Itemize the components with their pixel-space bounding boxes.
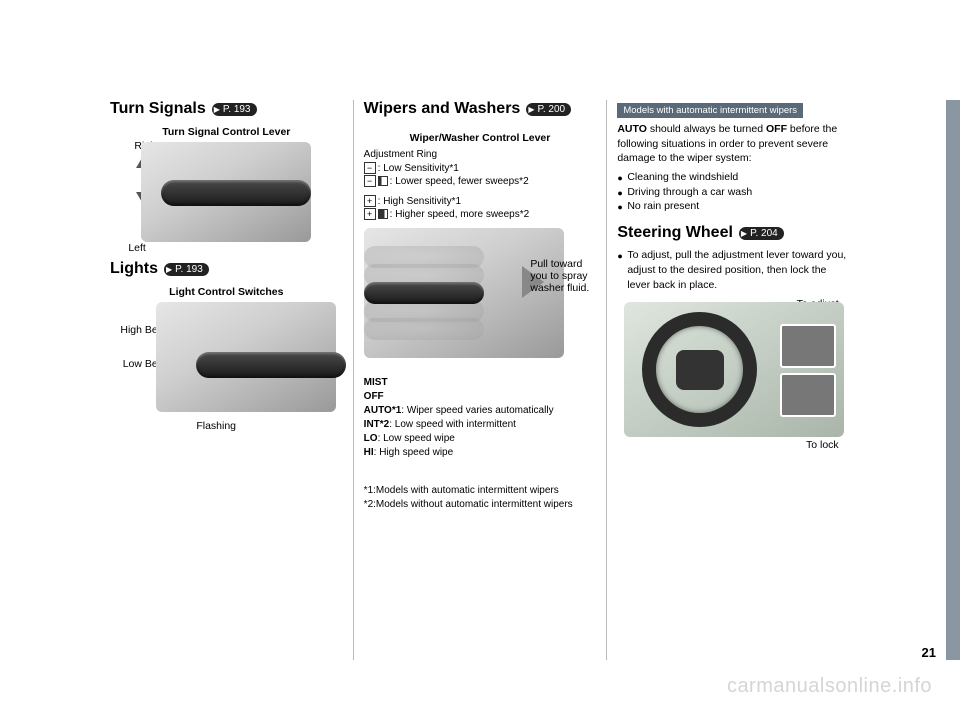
pull-text-1: Pull toward [530, 258, 600, 270]
model-tag: Models with automatic intermittent wiper… [617, 103, 803, 118]
mode-lo-label: LO [364, 433, 378, 444]
footnote-1: *1:Models with automatic intermittent wi… [364, 484, 597, 498]
footnote-2: *2:Models without automatic intermittent… [364, 498, 597, 512]
figure-steering-wrap: To adjust To lock [619, 302, 849, 437]
pull-text-2: you to spray [530, 270, 600, 282]
bullet-3: No rain present [617, 199, 850, 214]
heading-wipers: Wipers and Washers P. 200 [364, 100, 597, 118]
pageref-turn-signals: P. 193 [212, 103, 257, 116]
inset-lock [780, 373, 836, 417]
mode-off: OFF [364, 391, 384, 402]
pageref-wipers: P. 200 [526, 103, 571, 116]
caption-light-switches: Light Control Switches [110, 286, 343, 298]
auto-bold-1: AUTO [617, 123, 647, 135]
figure-steering-wheel [624, 302, 844, 437]
mode-auto-text: : Wiper speed varies automatically [401, 405, 553, 416]
mode-lo-text: : Low speed wipe [378, 433, 455, 444]
mode-hi-label: HI [364, 447, 374, 458]
figure-wipers-wrap: Pull toward you to spray washer fluid. [364, 228, 597, 368]
figure-turn-signals-wrap: Right Left [126, 142, 326, 242]
wiper-mode-list: MIST OFF AUTO*1: Wiper speed varies auto… [364, 376, 597, 460]
steering-instruction: To adjust, pull the adjustment lever tow… [617, 248, 850, 292]
label-to-lock: To lock [806, 439, 839, 451]
auto-bold-2: OFF [766, 123, 787, 135]
auto-span-1: should always be turned [647, 123, 766, 135]
adj-plus-higher: + : Higher speed, more sweeps*2 [364, 208, 597, 222]
footnotes: *1:Models with automatic intermittent wi… [364, 484, 597, 512]
caption-turn-signal-lever: Turn Signal Control Lever [110, 126, 343, 138]
inset-adjust [780, 324, 836, 368]
page-number: 21 [922, 645, 936, 660]
bullet-1: Cleaning the windshield [617, 170, 850, 185]
heading-turn-signals-text: Turn Signals [110, 100, 206, 118]
mode-int-text: : Low speed with intermittent [389, 419, 516, 430]
adj-ring-title: Adjustment Ring [364, 148, 597, 162]
heading-steering: Steering Wheel P. 204 [617, 224, 850, 242]
adj-minus-low-text: : Low Sensitivity*1 [378, 163, 459, 174]
sweep-more-icon [378, 209, 388, 219]
column-3: Models with automatic intermittent wiper… [606, 100, 860, 660]
pull-text: Pull toward you to spray washer fluid. [530, 258, 600, 294]
mode-hi-text: : High speed wipe [374, 447, 454, 458]
mode-auto-label: AUTO*1 [364, 405, 402, 416]
plus-key-icon: + [364, 195, 376, 207]
wiper-ghost-4 [364, 318, 484, 340]
figure-light-switches [156, 302, 336, 412]
stalk-graphic [161, 180, 311, 206]
minus-key-icon-2: − [364, 175, 376, 187]
figure-turn-signal-lever [141, 142, 311, 242]
pull-text-3: washer fluid. [530, 282, 600, 294]
bullet-2: Driving through a car wash [617, 185, 850, 200]
stalk-graphic-2 [196, 352, 346, 378]
side-tab [946, 100, 960, 660]
column-1: Turn Signals P. 193 Turn Signal Control … [100, 100, 353, 660]
heading-lights-text: Lights [110, 260, 158, 278]
heading-steering-text: Steering Wheel [617, 224, 733, 242]
minus-key-icon: − [364, 162, 376, 174]
adjustment-ring-block: Adjustment Ring −: Low Sensitivity*1 −: … [364, 148, 597, 222]
watermark: carmanualsonline.info [727, 675, 932, 698]
heading-lights: Lights P. 193 [110, 260, 343, 278]
adj-plus-high-text: : High Sensitivity*1 [378, 196, 461, 207]
sweep-less-icon [378, 176, 388, 186]
mode-int-label: INT*2 [364, 419, 390, 430]
figure-lights-wrap: High Beam Low Beam Flashing [116, 302, 336, 412]
page-content: Turn Signals P. 193 Turn Signal Control … [100, 100, 860, 660]
pageref-steering: P. 204 [739, 227, 784, 240]
auto-off-paragraph: AUTO should always be turned OFF before … [617, 122, 850, 166]
plus-key-icon-2: + [364, 208, 376, 220]
column-2: Wipers and Washers P. 200 Wiper/Washer C… [353, 100, 607, 660]
label-flashing: Flashing [196, 420, 236, 432]
adj-minus-low: −: Low Sensitivity*1 [364, 162, 597, 176]
label-left: Left [128, 242, 146, 254]
pageref-lights: P. 193 [164, 263, 209, 276]
caption-wiper-lever: Wiper/Washer Control Lever [364, 132, 597, 144]
adj-minus-lower-text: : Lower speed, fewer sweeps*2 [390, 176, 529, 187]
mode-mist: MIST [364, 377, 388, 388]
precaution-list: Cleaning the windshield Driving through … [617, 170, 850, 214]
adj-minus-lower: − : Lower speed, fewer sweeps*2 [364, 175, 597, 189]
steering-hub-graphic [676, 350, 724, 390]
stalk-graphic-3 [364, 282, 484, 304]
adj-plus-high: +: High Sensitivity*1 [364, 195, 597, 209]
heading-wipers-text: Wipers and Washers [364, 100, 521, 118]
adj-plus-higher-text: : Higher speed, more sweeps*2 [390, 209, 530, 220]
steering-instruction-list: To adjust, pull the adjustment lever tow… [617, 248, 850, 292]
heading-turn-signals: Turn Signals P. 193 [110, 100, 343, 118]
